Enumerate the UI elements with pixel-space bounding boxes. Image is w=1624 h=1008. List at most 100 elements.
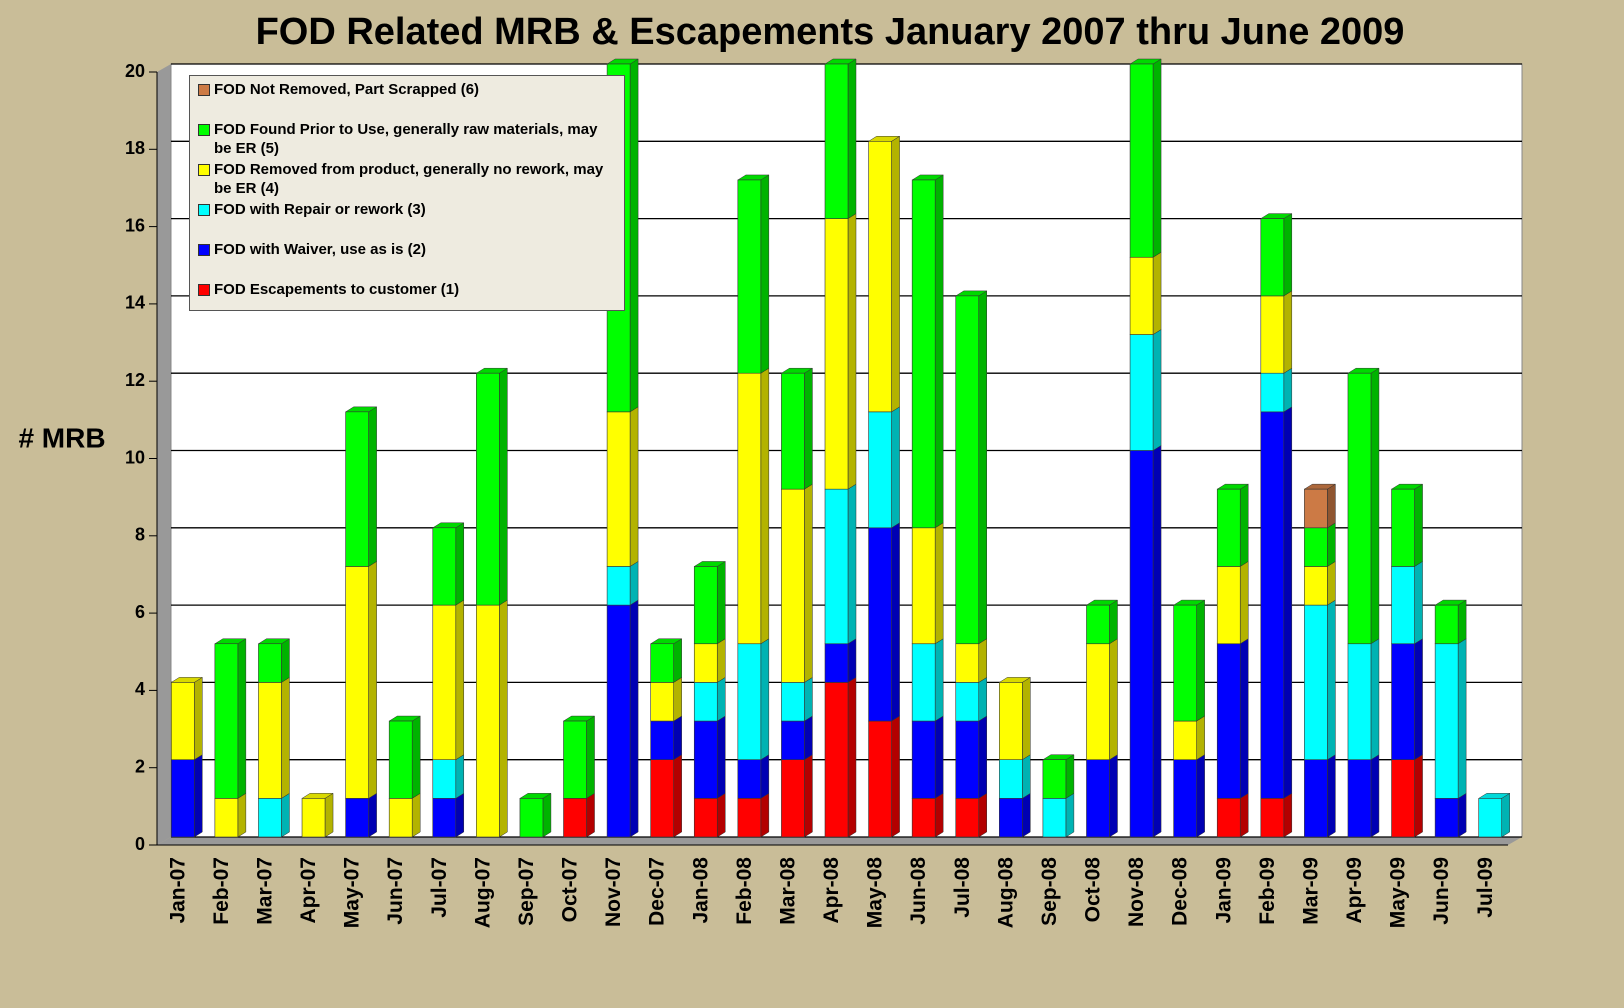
bar-side	[237, 792, 247, 838]
bar-side	[1196, 754, 1205, 838]
bar-side	[629, 599, 639, 838]
bar	[781, 372, 805, 490]
bar-side	[673, 754, 682, 838]
bar-side	[1370, 638, 1380, 761]
bar	[1260, 295, 1285, 374]
bar-side	[1283, 406, 1293, 799]
bar-side	[1239, 560, 1249, 645]
bar	[345, 411, 369, 567]
bar-side	[1065, 792, 1075, 838]
bar-side	[934, 522, 944, 645]
bar	[1129, 450, 1154, 838]
bar-side	[804, 754, 813, 838]
bar-side	[629, 560, 639, 606]
x-tick-label: Dec-08	[1169, 857, 1192, 926]
bar-side	[1283, 290, 1293, 374]
legend-swatch	[198, 124, 210, 136]
x-tick-label: Mar-07	[253, 857, 276, 925]
chart-title: FOD Related MRB & Escapements January 20…	[256, 11, 1405, 53]
legend-label: FOD Removed from product, generally no r…	[214, 161, 604, 197]
y-tick-label: 2	[135, 756, 145, 776]
bar-side	[717, 638, 726, 683]
bar	[1129, 63, 1154, 258]
bar	[563, 798, 587, 838]
bar-side	[1327, 560, 1336, 606]
bar-side	[1327, 483, 1336, 529]
bar	[345, 798, 369, 838]
bar-side	[1109, 638, 1118, 761]
legend-label: FOD Escapements to customer (1)	[214, 281, 460, 298]
bar-side	[1109, 754, 1118, 838]
x-tick-label: Jul-08	[951, 857, 974, 918]
bar	[955, 643, 980, 683]
bar-side	[1327, 522, 1336, 567]
bar	[955, 720, 980, 799]
bar	[1304, 759, 1328, 838]
bar	[824, 488, 849, 645]
bar-side	[978, 638, 987, 683]
bar-side	[891, 135, 900, 413]
bar-side	[847, 676, 857, 838]
legend-swatch	[198, 84, 210, 96]
y-tick-label: 10	[125, 447, 145, 467]
bar	[432, 527, 457, 606]
bar-side	[1022, 754, 1031, 799]
bar	[606, 604, 631, 838]
legend-label: FOD with Waiver, use as is (2)	[214, 241, 427, 258]
x-tick-label: Aug-08	[994, 857, 1017, 928]
bar	[911, 179, 936, 529]
bar	[214, 643, 239, 799]
bar	[781, 488, 805, 683]
bar-side	[1414, 754, 1423, 838]
bar-side	[1239, 638, 1249, 799]
bar	[911, 527, 936, 645]
bar	[1347, 759, 1372, 838]
bar-side	[411, 715, 421, 799]
bar	[258, 682, 282, 799]
bar	[911, 643, 936, 722]
bar-side	[281, 676, 290, 799]
bar	[650, 643, 674, 683]
bar-side	[1414, 638, 1423, 761]
x-tick-label: Oct-07	[559, 857, 582, 922]
bar-side	[673, 715, 682, 761]
y-tick-label: 12	[125, 370, 145, 390]
bar-side	[1065, 754, 1075, 799]
bar	[911, 798, 936, 838]
bar-side	[368, 406, 377, 567]
y-tick-label: 20	[125, 61, 145, 81]
x-tick-label: Mar-09	[1299, 857, 1322, 925]
bar-side	[891, 715, 900, 838]
legend-swatch	[198, 244, 210, 256]
bar-side	[760, 367, 770, 645]
bar	[693, 682, 718, 722]
x-tick-label: Mar-08	[776, 857, 799, 925]
bar-side	[411, 792, 421, 838]
bar	[650, 682, 674, 722]
bar	[1304, 604, 1328, 760]
bar	[650, 720, 674, 760]
y-axis-label: # MRB	[18, 422, 105, 453]
bar-side	[1457, 599, 1467, 645]
bar	[693, 566, 718, 645]
bar	[1129, 334, 1154, 451]
bar	[1173, 720, 1197, 760]
y-tick-label: 16	[125, 215, 145, 235]
bar	[258, 643, 282, 683]
bar-side	[194, 676, 203, 761]
x-tick-label: Sep-08	[1038, 857, 1061, 926]
bar-side	[281, 638, 290, 683]
bar-side	[455, 599, 465, 761]
legend: FOD Not Removed, Part Scrapped (6) FOD Fo…	[189, 75, 625, 311]
bar	[1173, 759, 1197, 838]
bar-side	[1283, 792, 1293, 838]
bar	[1173, 604, 1197, 722]
bar-side	[760, 638, 770, 761]
bar	[1216, 566, 1241, 645]
bar	[1434, 798, 1459, 838]
bar	[911, 720, 936, 799]
bar-side	[586, 792, 595, 838]
bar-side	[804, 367, 813, 490]
bar-side	[542, 792, 552, 838]
bar-side	[1239, 792, 1249, 838]
